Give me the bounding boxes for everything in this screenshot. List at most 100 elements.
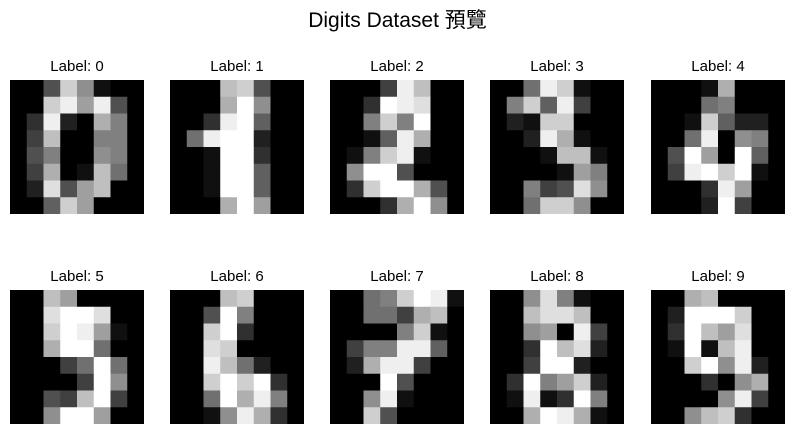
pixel-cell	[10, 340, 28, 358]
panel-title: Label: 8	[530, 268, 584, 285]
digit-image	[651, 290, 785, 424]
pixel-cell	[203, 407, 221, 424]
pixel-cell	[447, 180, 464, 198]
pixel-cell	[10, 290, 28, 308]
pixel-cell	[490, 197, 508, 214]
pixel-cell	[490, 147, 508, 165]
pixel-cell	[607, 113, 624, 131]
pixel-cell	[590, 163, 608, 181]
pixel-cell	[506, 373, 524, 391]
pixel-cell	[363, 147, 381, 165]
digit-image	[490, 290, 624, 424]
pixel-cell	[751, 390, 769, 408]
pixel-cell	[751, 357, 769, 375]
pixel-cell	[330, 130, 348, 148]
pixel-cell	[346, 180, 364, 198]
pixel-cell	[734, 357, 752, 375]
pixel-cell	[237, 407, 255, 424]
pixel-cell	[590, 180, 608, 198]
pixel-cell	[77, 323, 95, 341]
pixel-cell	[253, 96, 271, 114]
pixel-cell	[734, 180, 752, 198]
pixel-cell	[270, 197, 288, 214]
pixel-cell	[203, 323, 221, 341]
pixel-cell	[110, 340, 128, 358]
pixel-cell	[43, 407, 61, 424]
pixel-cell	[768, 407, 785, 424]
pixel-cell	[651, 407, 669, 424]
pixel-cell	[718, 357, 736, 375]
pixel-cell	[506, 357, 524, 375]
pixel-cell	[430, 340, 448, 358]
pixel-cell	[430, 373, 448, 391]
pixel-cell	[397, 373, 415, 391]
pixel-cell	[397, 390, 415, 408]
pixel-cell	[651, 147, 669, 165]
pixel-cell	[287, 357, 304, 375]
pixel-cell	[667, 163, 685, 181]
pixel-cell	[170, 407, 188, 424]
pixel-cell	[77, 80, 95, 98]
pixel-cell	[60, 290, 78, 308]
pixel-cell	[430, 163, 448, 181]
pixel-cell	[170, 147, 188, 165]
pixel-cell	[170, 130, 188, 148]
pixel-cell	[10, 323, 28, 341]
pixel-cell	[734, 80, 752, 98]
pixel-cell	[523, 407, 541, 424]
pixel-cell	[253, 357, 271, 375]
pixel-cell	[380, 357, 398, 375]
pixel-cell	[590, 373, 608, 391]
pixel-cell	[10, 113, 28, 131]
pixel-cell	[203, 373, 221, 391]
pixel-cell	[667, 113, 685, 131]
pixel-cell	[170, 180, 188, 198]
pixel-cell	[220, 340, 238, 358]
pixel-cell	[413, 390, 431, 408]
pixel-cell	[287, 340, 304, 358]
pixel-cell	[203, 180, 221, 198]
pixel-cell	[751, 147, 769, 165]
pixel-cell	[607, 290, 624, 308]
pixel-cell	[346, 163, 364, 181]
pixel-cell	[684, 197, 702, 214]
pixel-cell	[26, 113, 44, 131]
pixel-cell	[43, 96, 61, 114]
pixel-cell	[506, 323, 524, 341]
pixel-cell	[557, 197, 575, 214]
pixel-cell	[77, 163, 95, 181]
pixel-cell	[346, 197, 364, 214]
pixel-cell	[506, 96, 524, 114]
pixel-cell	[287, 407, 304, 424]
pixel-cell	[701, 373, 719, 391]
pixel-cell	[346, 357, 364, 375]
pixel-cell	[397, 290, 415, 308]
pixel-cell	[718, 147, 736, 165]
pixel-cell	[768, 357, 785, 375]
pixel-cell	[186, 147, 204, 165]
pixel-cell	[751, 407, 769, 424]
pixel-cell	[701, 80, 719, 98]
pixel-cell	[77, 290, 95, 308]
pixel-cell	[734, 96, 752, 114]
pixel-cell	[26, 147, 44, 165]
pixel-cell	[287, 306, 304, 324]
pixel-cell	[60, 80, 78, 98]
pixel-cell	[203, 96, 221, 114]
pixel-cell	[557, 147, 575, 165]
pixel-cell	[667, 96, 685, 114]
pixel-cell	[768, 113, 785, 131]
pixel-cell	[26, 373, 44, 391]
pixel-cell	[363, 180, 381, 198]
pixel-cell	[701, 290, 719, 308]
pixel-cell	[363, 130, 381, 148]
pixel-cell	[768, 197, 785, 214]
pixel-cell	[237, 180, 255, 198]
pixel-cell	[346, 80, 364, 98]
pixel-cell	[237, 290, 255, 308]
pixel-cell	[734, 306, 752, 324]
pixel-cell	[701, 180, 719, 198]
pixel-cell	[60, 407, 78, 424]
pixel-cell	[93, 147, 111, 165]
pixel-cell	[490, 323, 508, 341]
